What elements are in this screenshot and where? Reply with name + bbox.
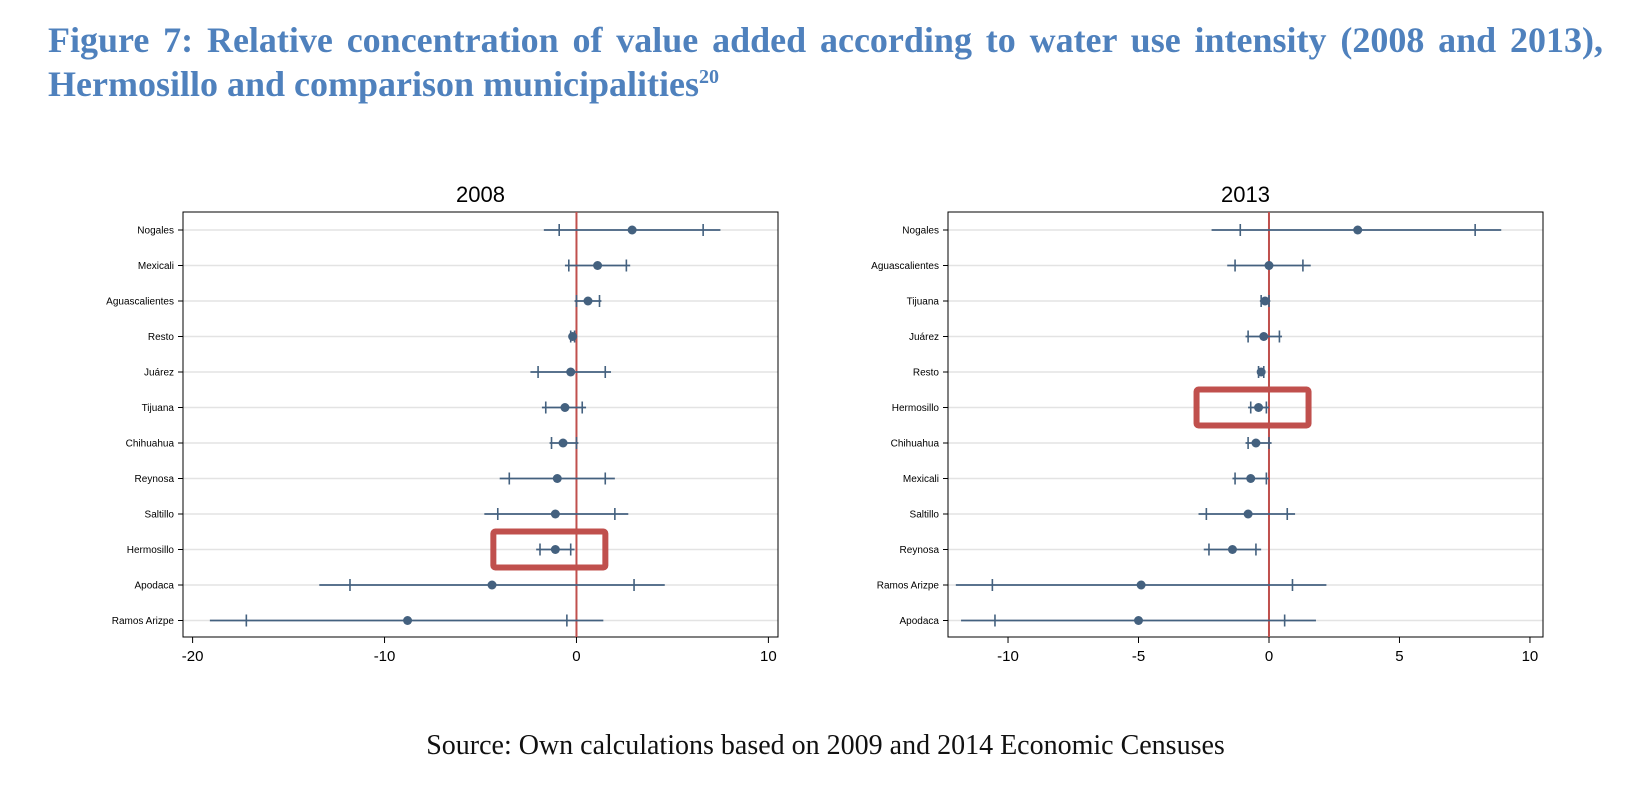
source-caption: Source: Own calculations based on 2009 a… bbox=[426, 730, 1225, 761]
y-tick-label: Ramos Arizpe bbox=[877, 581, 940, 592]
point-estimate bbox=[1227, 545, 1237, 554]
y-tick-label: Nogales bbox=[137, 226, 174, 237]
y-tick-label: Hermosillo bbox=[127, 545, 175, 556]
y-tick-label: Nogales bbox=[902, 226, 939, 237]
point-estimate bbox=[627, 225, 637, 235]
y-tick-label: Resto bbox=[913, 368, 940, 379]
y-tick-label: Chihuahua bbox=[126, 439, 175, 450]
y-tick-label: Apodaca bbox=[900, 616, 940, 627]
y-tick-label: Aguascalientes bbox=[871, 261, 939, 272]
footnote-marker: 20 bbox=[699, 66, 720, 88]
x-tick-label: 10 bbox=[1522, 648, 1539, 665]
point-estimate bbox=[487, 580, 497, 590]
chart-panel-2008: 2008 Nogales Mexicali Aguascalientes Resto Ju… bbox=[106, 182, 779, 665]
point-estimate bbox=[568, 332, 578, 341]
chart-panel-2013: 2013 Nogales Aguascalientes Tijuana Juárez Re… bbox=[871, 182, 1544, 665]
point-estimate bbox=[1260, 296, 1270, 306]
point-estimate bbox=[1259, 332, 1269, 341]
point-estimate bbox=[552, 474, 562, 483]
plot-frame bbox=[947, 211, 1544, 638]
x-tick-label: 0 bbox=[1265, 648, 1273, 665]
y-tick-label: Juárez bbox=[909, 332, 939, 343]
point-estimate bbox=[1136, 580, 1146, 590]
point-estimate bbox=[560, 403, 570, 412]
point-estimate bbox=[550, 509, 560, 519]
highlight-box-hermosillo bbox=[1193, 386, 1312, 429]
point-estimate bbox=[566, 367, 576, 377]
point-estimate bbox=[558, 438, 568, 448]
y-tick-label: Aguascalientes bbox=[106, 297, 174, 308]
point-estimate bbox=[1246, 474, 1256, 483]
y-tick-label: Mexicali bbox=[138, 261, 174, 272]
y-tick-label: Reynosa bbox=[135, 474, 175, 485]
x-tick-label: -10 bbox=[374, 648, 396, 665]
y-tick-label: Juárez bbox=[144, 368, 174, 379]
y-tick-label: Saltillo bbox=[145, 510, 175, 521]
figure-title: Figure 7: Relative concentration of valu… bbox=[48, 18, 1603, 106]
plot-frame bbox=[182, 211, 779, 638]
y-tick-label: Ramos Arizpe bbox=[112, 616, 175, 627]
point-estimate bbox=[1264, 261, 1274, 270]
x-tick-label: -5 bbox=[1132, 648, 1145, 665]
point-estimate bbox=[1254, 403, 1264, 412]
point-estimate bbox=[1256, 367, 1266, 377]
y-tick-label: Tijuana bbox=[142, 403, 175, 414]
y-tick-label: Tijuana bbox=[907, 297, 940, 308]
x-tick-label: -20 bbox=[182, 648, 204, 665]
y-tick-label: Saltillo bbox=[910, 510, 940, 521]
point-estimate bbox=[550, 545, 560, 554]
y-tick-label: Reynosa bbox=[900, 545, 940, 556]
point-estimate bbox=[403, 616, 413, 625]
highlight-box-hermosillo bbox=[490, 528, 609, 571]
x-tick-label: 10 bbox=[760, 648, 777, 665]
y-tick-label: Hermosillo bbox=[892, 403, 940, 414]
y-tick-label: Apodaca bbox=[135, 581, 175, 592]
y-tick-label: Chihuahua bbox=[891, 439, 940, 450]
y-tick-label: Mexicali bbox=[903, 474, 939, 485]
x-tick-label: -10 bbox=[997, 648, 1019, 665]
y-tick-label: Resto bbox=[148, 332, 175, 343]
point-estimate bbox=[593, 261, 603, 270]
figure-title-text: Figure 7: Relative concentration of valu… bbox=[48, 20, 1603, 104]
x-tick-label: 0 bbox=[572, 648, 580, 665]
point-estimate bbox=[1251, 438, 1261, 448]
panel-title: 2008 bbox=[456, 182, 505, 207]
panel-title: 2013 bbox=[1221, 182, 1270, 207]
point-estimate bbox=[1134, 616, 1144, 625]
point-estimate bbox=[1353, 225, 1363, 235]
point-estimate bbox=[583, 296, 593, 306]
point-estimate bbox=[1243, 509, 1253, 519]
x-tick-label: 5 bbox=[1395, 648, 1403, 665]
